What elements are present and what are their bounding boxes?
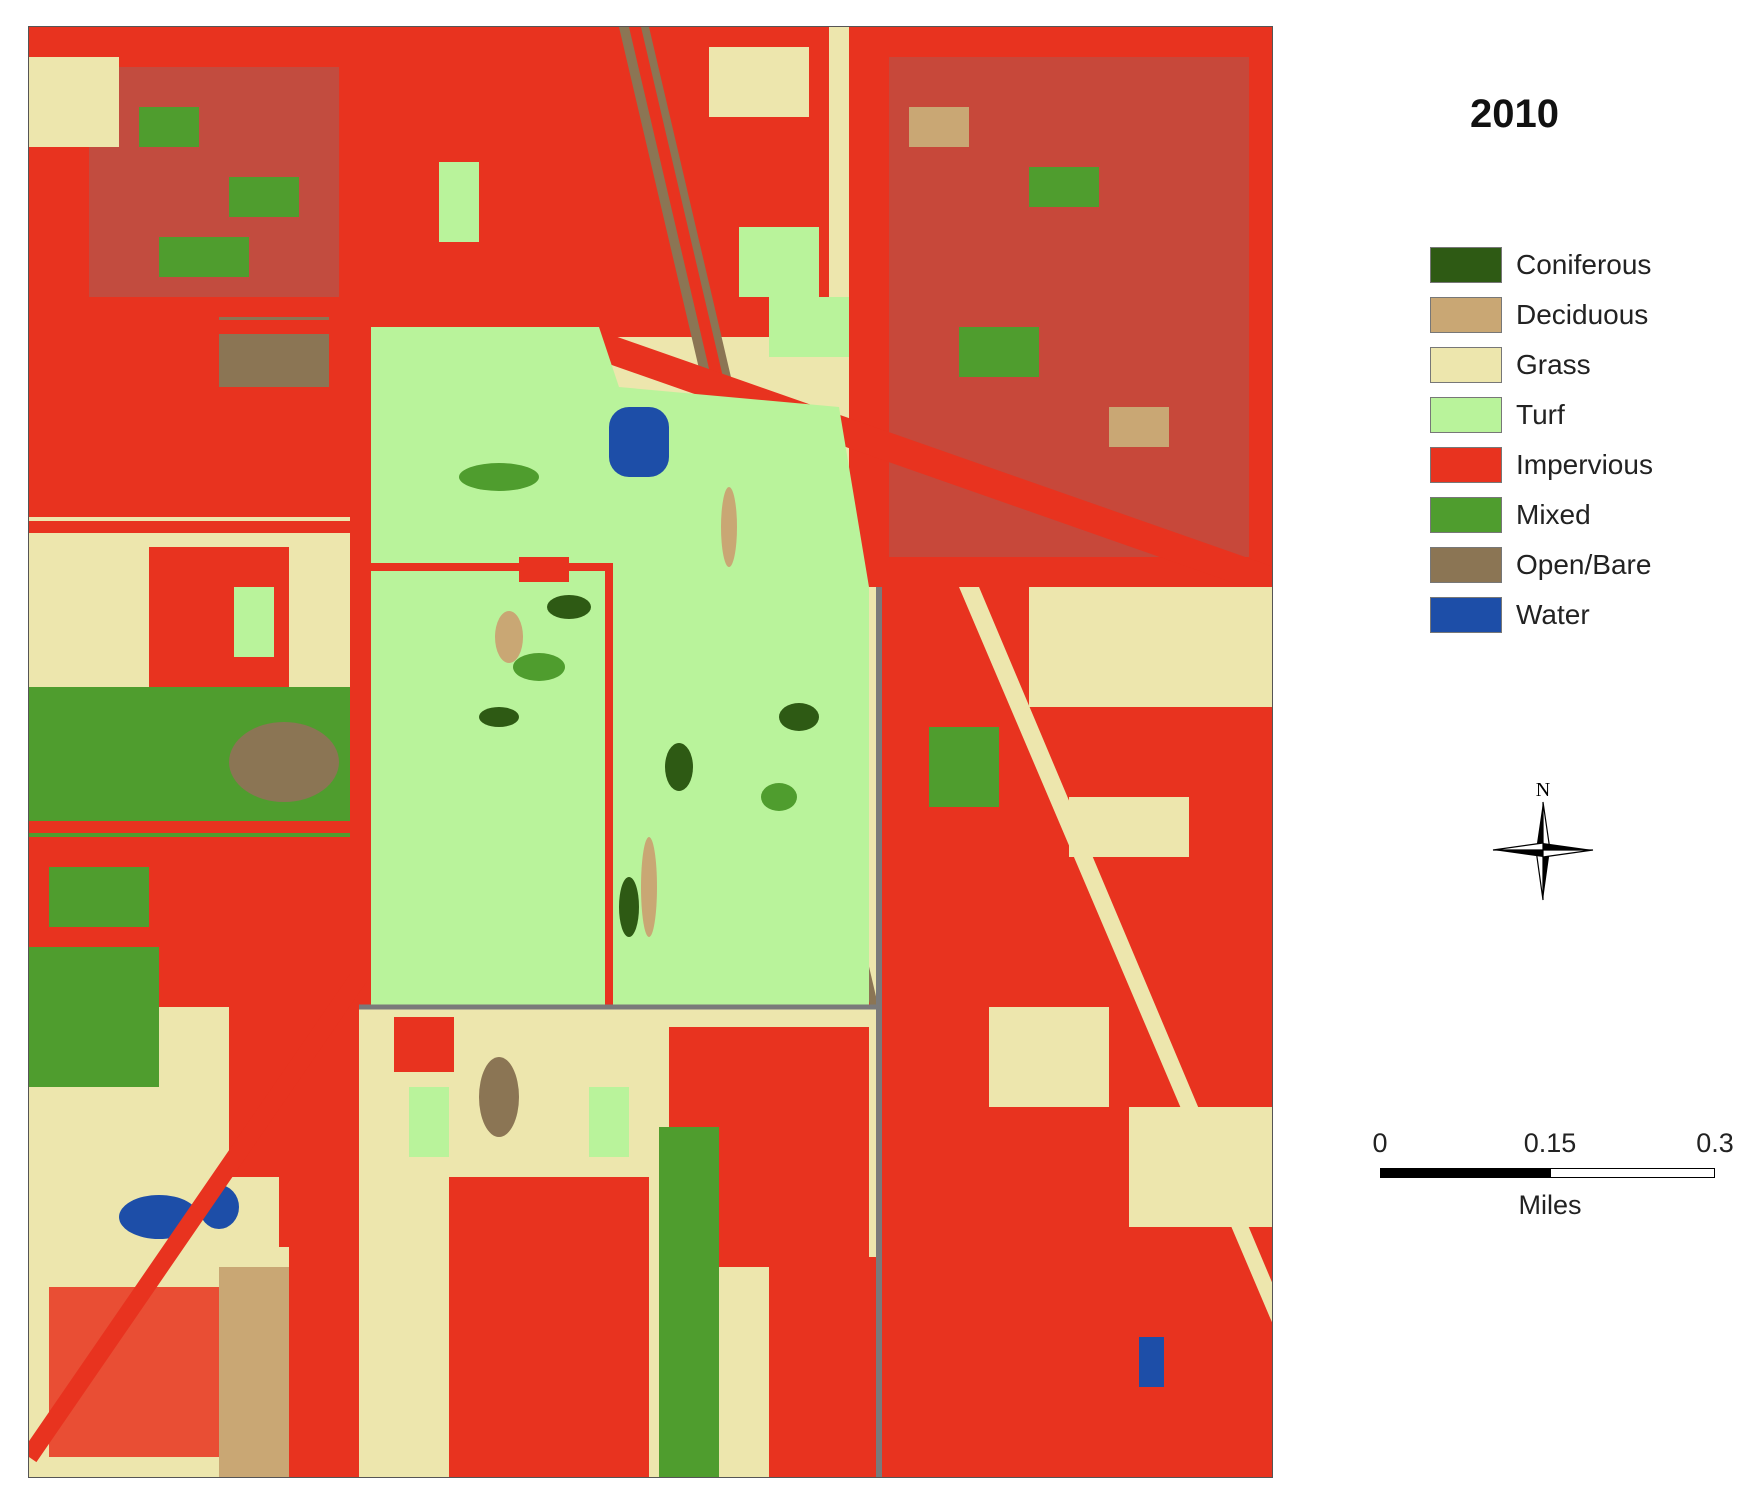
legend-item: Coniferous	[1430, 240, 1653, 290]
land-cover-raster	[29, 27, 1272, 1477]
legend-item: Water	[1430, 590, 1653, 640]
legend-item: Deciduous	[1430, 290, 1653, 340]
scale-units: Miles	[1518, 1190, 1582, 1220]
legend-item: Turf	[1430, 390, 1653, 440]
land-cover-map	[28, 26, 1273, 1478]
legend-label: Water	[1516, 599, 1590, 630]
legend-swatch	[1430, 597, 1502, 633]
legend-label: Grass	[1516, 349, 1591, 380]
scale-tick-2: 0.3	[1696, 1128, 1734, 1158]
legend-label: Deciduous	[1516, 299, 1649, 330]
legend-swatch	[1430, 397, 1502, 433]
legend-item: Mixed	[1430, 490, 1653, 540]
scale-bar: 0 0.15 0.3 Miles	[1370, 1128, 1733, 1238]
legend-label: Open/Bare	[1516, 549, 1652, 580]
legend-swatch	[1430, 347, 1502, 383]
legend-item: Impervious	[1430, 440, 1653, 490]
legend-swatch	[1430, 547, 1502, 583]
map-title: 2010	[1470, 92, 1559, 136]
scale-tick-1: 0.15	[1523, 1128, 1577, 1158]
north-label: N	[1536, 779, 1550, 801]
compass-rose-icon: N	[1488, 778, 1598, 913]
legend-item: Grass	[1430, 340, 1653, 390]
scale-bar-segment-black	[1380, 1168, 1550, 1178]
legend-label: Turf	[1516, 399, 1565, 430]
legend-label: Mixed	[1516, 499, 1591, 530]
legend-label: Impervious	[1516, 449, 1653, 480]
legend-label: Coniferous	[1516, 249, 1652, 280]
legend-swatch	[1430, 447, 1502, 483]
map-legend: Coniferous Deciduous Grass Turf Impervious Mi…	[1430, 240, 1653, 640]
scale-bar-segment-white	[1550, 1168, 1715, 1178]
legend-swatch	[1430, 297, 1502, 333]
legend-item: Open/Bare	[1430, 540, 1653, 590]
legend-swatch	[1430, 497, 1502, 533]
scale-tick-0: 0	[1372, 1128, 1388, 1158]
legend-swatch	[1430, 247, 1502, 283]
